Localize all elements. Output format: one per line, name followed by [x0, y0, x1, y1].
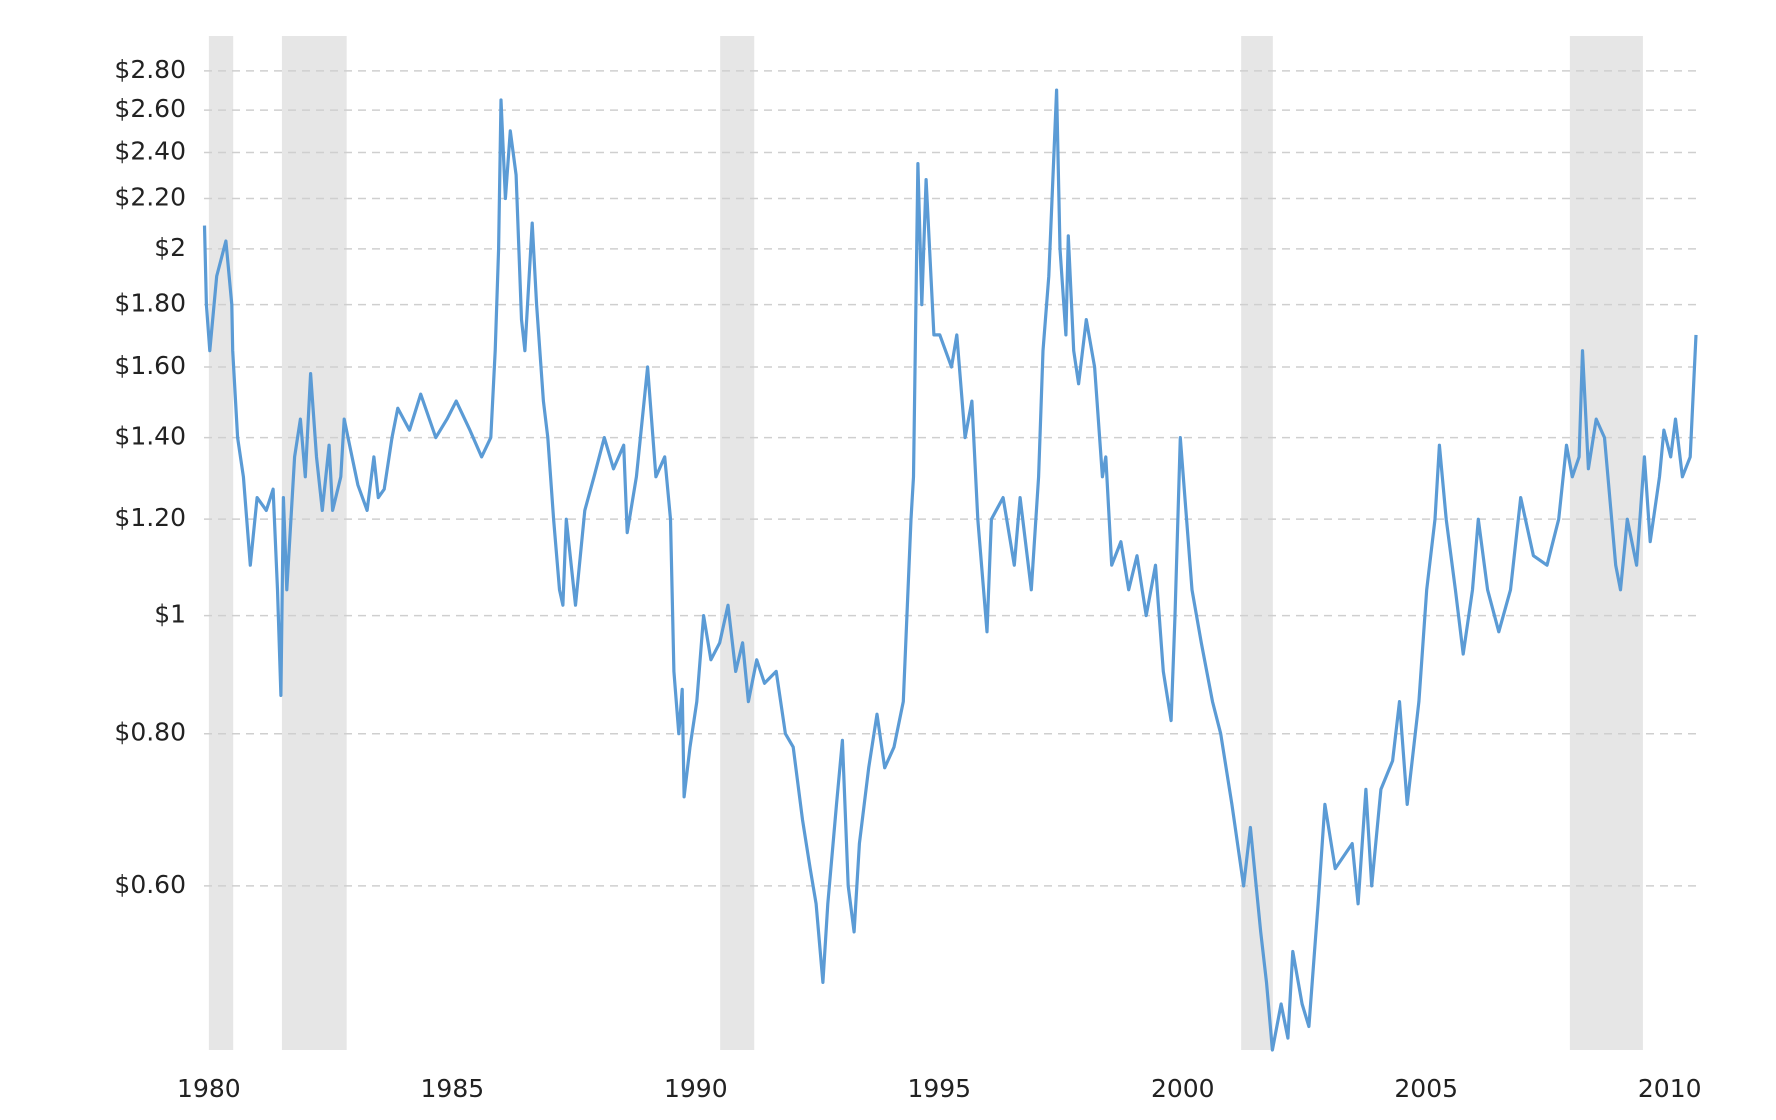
- x-tick-label: 2005: [1394, 1074, 1458, 1103]
- y-tick-label: $1: [154, 600, 186, 629]
- x-tick-label: 1980: [177, 1074, 241, 1103]
- y-tick-label: $1.20: [114, 503, 186, 532]
- y-tick-label: $1.80: [114, 289, 186, 318]
- y-tick-label: $2.40: [114, 136, 186, 165]
- y-tick-label: $1.60: [114, 351, 186, 380]
- x-tick-label: 2010: [1638, 1074, 1702, 1103]
- y-tick-label: $2.60: [114, 94, 186, 123]
- x-tick-label: 1985: [421, 1074, 485, 1103]
- recession-band: [720, 36, 755, 1050]
- price-line: [202, 88, 1698, 1052]
- y-tick-label: $1.40: [114, 422, 186, 451]
- x-tick-label: 1990: [664, 1074, 728, 1103]
- recession-band: [281, 36, 347, 1050]
- x-tick-label: 1995: [907, 1074, 971, 1103]
- y-tick-label: $2.80: [114, 55, 186, 84]
- x-tick-label: 2000: [1151, 1074, 1215, 1103]
- y-tick-label: $0.80: [114, 718, 186, 747]
- recession-band: [208, 36, 234, 1050]
- y-tick-label: $2: [154, 233, 186, 262]
- y-tick-label: $2.20: [114, 182, 186, 211]
- y-tick-label: $0.60: [114, 870, 186, 899]
